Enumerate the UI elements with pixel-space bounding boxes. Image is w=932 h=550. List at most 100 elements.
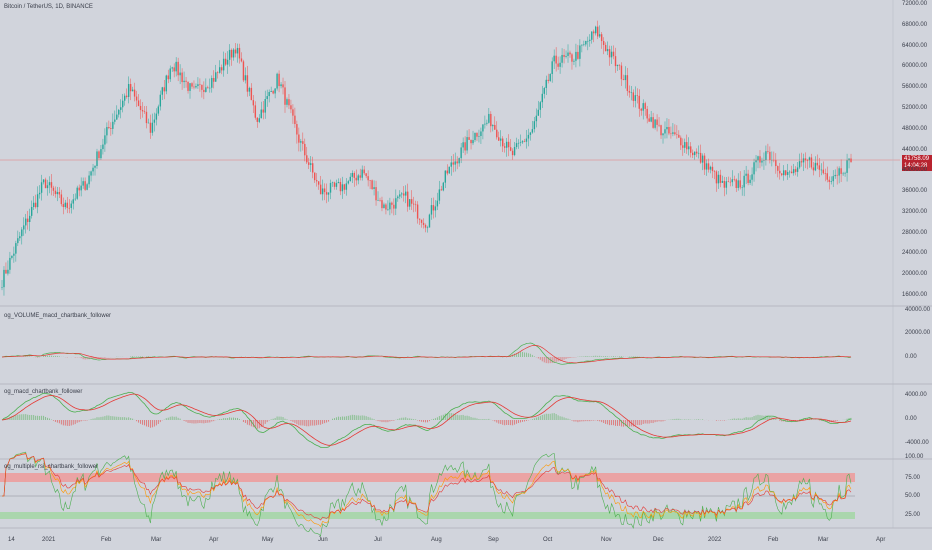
macd-histogram-bar [52, 420, 54, 421]
macd-histogram-bar [191, 420, 193, 424]
macd-histogram-bar [169, 416, 171, 420]
macd-histogram-bar [565, 418, 567, 420]
candle-body [703, 155, 706, 170]
candle-body [339, 181, 342, 192]
candle-body [224, 58, 227, 65]
macd-histogram-bar [221, 418, 223, 420]
candle-body [589, 39, 591, 41]
macd-histogram-bar [678, 418, 680, 420]
candle-body [405, 191, 407, 196]
candle-body [262, 109, 264, 113]
macd-histogram-bar [496, 420, 498, 423]
macd-histogram-bar [310, 420, 312, 426]
volume-histogram-bar [531, 354, 533, 357]
candle-body [802, 158, 805, 163]
macd-histogram-bar [183, 420, 185, 421]
candle-body [407, 191, 409, 207]
candle-body [218, 67, 221, 73]
candle-body [850, 158, 852, 163]
candle-body [260, 109, 262, 119]
candle-body [7, 269, 9, 274]
candle-body [834, 174, 836, 177]
volume-macd-pane [1, 342, 852, 365]
candle-body [844, 172, 846, 174]
macd-histogram-bar [157, 420, 159, 424]
candle-body [169, 68, 171, 80]
candle-body [458, 158, 460, 164]
candle-body [486, 122, 488, 124]
candle-body [490, 113, 492, 127]
macd-histogram-bar [638, 420, 640, 426]
macd-histogram-bar [132, 418, 134, 420]
volume-histogram-bar [539, 357, 541, 360]
candle-body [456, 161, 458, 164]
candle-body [630, 92, 633, 94]
macd-histogram-bar [674, 418, 676, 420]
macd-histogram-bar [227, 418, 229, 420]
macd-histogram-bar [735, 418, 737, 420]
volume-histogram-bar [537, 357, 539, 359]
candle-body [371, 180, 373, 189]
price-axis-label: 28000.00 [902, 229, 928, 236]
volume-histogram-bar [37, 357, 39, 358]
macd-histogram-bar [438, 416, 440, 420]
volume-histogram-bar [551, 357, 553, 364]
macd-histogram-bar [434, 418, 436, 420]
candle-body [684, 142, 686, 148]
macd-histogram-bar [393, 420, 395, 421]
candle-body [438, 189, 441, 201]
macd-histogram-bar [759, 415, 761, 420]
candle-body [668, 126, 670, 134]
candle-body [300, 141, 302, 143]
macd-histogram-bar [112, 416, 114, 420]
candle-body [691, 152, 694, 156]
candle-body [365, 173, 367, 177]
candle-body [308, 162, 310, 165]
candle-body [741, 187, 743, 189]
macd-histogram-bar [745, 417, 747, 420]
macd-histogram-bar [124, 417, 126, 420]
candle-body [19, 236, 21, 239]
macd-histogram-bar [104, 416, 106, 420]
candle-body [739, 180, 741, 188]
candle-body [203, 89, 205, 92]
candle-body [315, 180, 318, 182]
macd-histogram-bar [650, 420, 652, 423]
candle-body [595, 26, 597, 34]
candle-body [840, 168, 842, 174]
candle-body [634, 95, 637, 101]
macd-histogram-bar [357, 415, 359, 420]
macd-histogram-bar [824, 420, 826, 422]
volume-histogram-bar [92, 357, 94, 359]
candle-body [563, 54, 565, 57]
candle-body [13, 253, 15, 256]
macd-histogram-bar [11, 416, 13, 420]
candle-body [480, 131, 482, 137]
macd-line [1, 391, 852, 448]
candle-body [302, 141, 304, 144]
volume-histogram-bar [591, 356, 593, 357]
volume-histogram-bar [597, 355, 599, 357]
candle-body [511, 150, 514, 156]
macd-histogram-bar [23, 414, 25, 420]
rsi-axis-0: 100.00 [905, 454, 924, 460]
candle-body [650, 117, 652, 122]
macd-histogram-bar [464, 415, 466, 420]
volume-histogram-bar [545, 357, 547, 364]
macd-histogram-bar [609, 420, 611, 426]
candle-body [517, 142, 520, 144]
macd-histogram-bar [282, 417, 284, 420]
candle-body [90, 171, 92, 176]
macd-histogram-bar [280, 416, 282, 420]
macd-histogram-bar [541, 415, 543, 420]
rsi-pane [0, 451, 855, 537]
volume-histogram-bar [555, 357, 557, 362]
candle-body [217, 72, 219, 73]
candle-body [298, 134, 300, 143]
macd-histogram-bar [377, 420, 379, 422]
candle-body [329, 183, 332, 193]
macd-histogram-bar [803, 418, 805, 420]
candle-body [351, 173, 353, 177]
